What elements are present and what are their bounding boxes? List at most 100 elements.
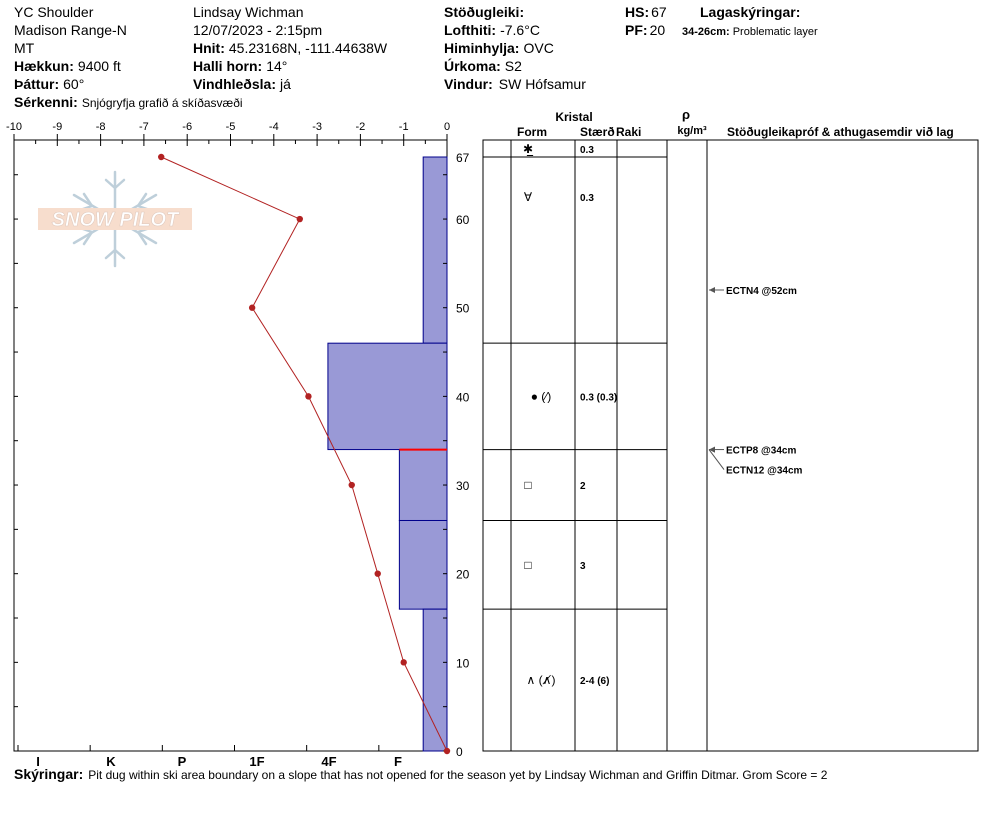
temp-tick-label: -4 (269, 121, 279, 133)
form-label: Form (517, 125, 547, 139)
svg-text:Þáttur:60°: Þáttur: 60° (14, 76, 84, 92)
svg-text:Skýringar:Pit dug within ski a: Skýringar: Pit dug within ski area bounda… (14, 766, 828, 782)
stability-tests: ECTN4 @52cm ECTP8 @34cm ECTN12 @34cm (708, 286, 803, 477)
stability-test-label: ECTN4 @52cm (726, 286, 797, 297)
svg-text:Hækkun:9400 ft: Hækkun: 9400 ft (14, 58, 121, 74)
temperature-point (374, 570, 381, 577)
temperature-point (158, 153, 165, 161)
hardness-bars (327, 156, 448, 752)
layer-size: 0.3 (0.3) (580, 392, 617, 403)
depth-tick-label: 50 (456, 302, 470, 316)
depth-tick-label: 30 (456, 479, 470, 493)
logo-text: SNOW PILOT (52, 209, 180, 231)
svg-text:Úrkoma:S2: Úrkoma: S2 (444, 57, 522, 74)
hardness-bar (327, 342, 448, 451)
hardness-label: F (394, 754, 402, 769)
coords-value: 45.23168N, -111.44638W (229, 40, 388, 56)
svg-text:34-26cm:Problematic layer: 34-26cm: Problematic layer (682, 26, 818, 38)
layer-form: ∀ (524, 190, 533, 204)
layer-size: 3 (580, 561, 586, 572)
table-rows: ✱̲ 0.3 ● (⁄) 0.3 (0.3) □ 2 □ 3 ∧ (∧̸) 2-4 (6) ∀ 0.3 (483, 142, 667, 752)
notes-label: Skýringar: (14, 766, 83, 782)
temp-tick-label: -2 (356, 121, 366, 133)
stability-label: Stöðugleiki: (444, 4, 524, 20)
wind-loading-value: já (279, 76, 291, 92)
temp-tick-label: -8 (96, 121, 106, 133)
depth-axis: 67 60 50 40 30 20 10 0 (14, 151, 470, 759)
temperature-point (348, 481, 355, 489)
hs-label: HS: (625, 4, 649, 20)
state: MT (14, 40, 35, 56)
moisture-label: Raki (616, 125, 641, 139)
svg-text:Hnit:45.23168N, -111.44638W: Hnit: 45.23168N, -111.44638W (193, 40, 388, 56)
depth-tick-label: 20 (456, 568, 470, 582)
temperature-point (443, 747, 451, 755)
svg-text:Vindhleðsla:já: Vindhleðsla: já (193, 76, 291, 92)
temperature-profile (158, 153, 451, 755)
sky-value: OVC (523, 40, 553, 56)
legend-text: Problematic layer (733, 26, 818, 38)
test-arrow-icon (709, 446, 715, 453)
temperature-axis: -10 -9 -8 -7 -6 -5 -4 -3 -2 -1 0 (6, 121, 450, 146)
temperature-point (248, 304, 256, 311)
svg-text:HS:67: HS: 67 (625, 4, 667, 20)
precip-label: Úrkoma: (444, 57, 501, 74)
elevation-label: Hækkun: (14, 58, 74, 74)
size-label: Stærð (580, 125, 615, 139)
test-arrow-icon (709, 286, 715, 293)
wind-value: SW Hófsamur (499, 76, 586, 92)
hardness-label: 1F (249, 754, 264, 769)
temp-tick-label: -3 (312, 121, 322, 133)
slope-label: Halli horn: (193, 58, 262, 74)
temperature-line (161, 156, 448, 752)
temp-tick-label: -10 (6, 121, 22, 133)
datetime: 12/07/2023 - 2:15pm (193, 22, 322, 38)
legend-label: Lagaskýringar: (700, 4, 800, 20)
layer-size: 2 (580, 481, 586, 492)
temp-tick-label: -6 (182, 121, 192, 133)
density-unit: kg/m³ (677, 125, 707, 137)
layer-form: ∧ (∧̸) (527, 673, 556, 687)
hardness-bar (398, 449, 448, 521)
features-value: Snjógryfja grafið á skíðasvæði (82, 96, 243, 110)
legend-range: 34-26cm: (682, 26, 730, 38)
svg-text:Halli horn:14°: Halli horn: 14° (193, 58, 287, 74)
depth-tick-label: 0 (456, 745, 463, 759)
aspect-value: 60° (63, 76, 84, 92)
elevation-value: 9400 ft (78, 58, 121, 74)
precip-value: S2 (505, 58, 522, 74)
temp-tick-label: -1 (399, 121, 409, 133)
hardness-axis: I K P 1F 4F F (17, 745, 402, 769)
stability-test-label: ECTN12 @34cm (726, 466, 803, 477)
slope-value: 14° (266, 58, 287, 74)
hardness-label: 4F (321, 754, 336, 769)
layer-size: 0.3 (580, 193, 594, 204)
tests-label: Stöðugleikapróf & athugasemdir við lag (727, 125, 954, 139)
hardness-bar (422, 156, 448, 344)
location: YC Shoulder (14, 4, 94, 20)
layer-form: ● (⁄) (531, 389, 552, 403)
pf-label: PF: (625, 22, 648, 38)
temperature-point (305, 393, 312, 400)
coords-label: Hnit: (193, 40, 225, 56)
temperature-point (400, 659, 407, 666)
notes-value: Pit dug within ski area boundary on a sl… (88, 768, 828, 782)
hardness-label: I (36, 754, 40, 769)
test-pointer (708, 449, 725, 470)
range: Madison Range-N (14, 22, 127, 38)
density-symbol: ρ (682, 107, 690, 122)
hs-value: 67 (651, 4, 667, 20)
svg-text:Sérkenni:Snjógryfja grafið á s: Sérkenni: Snjógryfja grafið á skíðasvæði (14, 94, 243, 110)
wind-label: Vindur: (444, 76, 493, 92)
features-label: Sérkenni: (14, 94, 78, 110)
table-frame (482, 139, 979, 752)
kristal-label: Kristal (555, 110, 592, 124)
temperature-point (296, 215, 303, 223)
depth-tick-label: 10 (456, 656, 470, 670)
svg-text:Himinhylja:OVC: Himinhylja: OVC (444, 40, 554, 56)
pf-value: 20 (650, 22, 666, 38)
hardness-label: P (178, 754, 187, 769)
layer-size: 0.3 (580, 145, 594, 156)
header: YC Shoulder Madison Range-N MT Hækkun: 94… (14, 4, 818, 110)
